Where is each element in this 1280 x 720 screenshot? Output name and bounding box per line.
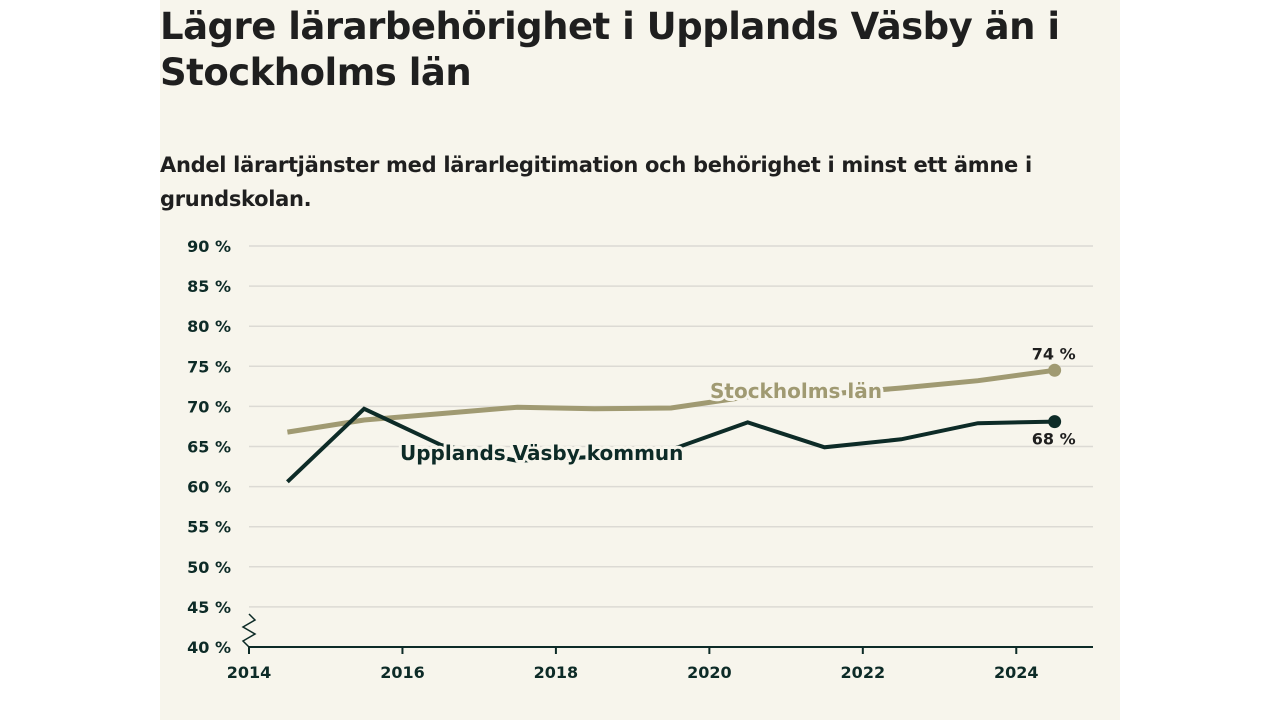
end-point-vasby <box>1048 415 1062 429</box>
y-tick-label: 70 % <box>187 397 231 416</box>
series-label-vasby: Upplands Väsby kommun <box>400 441 683 465</box>
series-line-stockholm <box>287 367 1055 435</box>
line-chart: 40 % 45 % 50 % 55 % 60 % 65 % 70 % 75 % 80 % 85 %… <box>187 237 1093 682</box>
x-axis: 2014 2016 2018 2020 2022 2024 <box>227 613 1093 682</box>
x-tick-label: 2020 <box>687 663 732 682</box>
y-tick-label: 65 % <box>187 438 231 457</box>
x-tick-label: 2014 <box>227 663 272 682</box>
y-tick-label: 90 % <box>187 237 231 256</box>
x-tick-label: 2018 <box>534 663 579 682</box>
x-tick-label: 2016 <box>380 663 425 682</box>
y-tick-label: 80 % <box>187 317 231 336</box>
y-axis-ticks: 40 % 45 % 50 % 55 % 60 % 65 % 70 % 75 % 80 % 85 %… <box>187 237 231 657</box>
y-tick-label: 50 % <box>187 558 231 577</box>
x-tick-label: 2022 <box>841 663 886 682</box>
y-tick-label: 75 % <box>187 357 231 376</box>
chart-panel: Lägre lärarbehörighet i Upplands Väsby ä… <box>160 0 1120 720</box>
y-tick-label: 40 % <box>187 638 231 657</box>
x-tick-label: 2024 <box>994 663 1039 682</box>
chart-title: Lägre lärarbehörighet i Upplands Väsby ä… <box>160 5 1060 94</box>
end-label-stockholm: 74 % <box>1032 344 1076 363</box>
axis-break-icon <box>241 613 257 648</box>
series-lines <box>286 363 1062 484</box>
end-point-stockholm <box>1048 363 1062 377</box>
end-label-vasby: 68 % <box>1032 430 1076 449</box>
y-tick-label: 85 % <box>187 277 231 296</box>
chart-subtitle: Andel lärartjänster med lärarlegitimatio… <box>160 153 1032 211</box>
y-tick-label: 55 % <box>187 518 231 537</box>
series-line-vasby <box>286 406 1055 484</box>
y-tick-label: 45 % <box>187 598 231 617</box>
y-tick-label: 60 % <box>187 478 231 497</box>
series-labels: Stockholms län Upplands Väsby kommun 74 % 6… <box>397 344 1076 468</box>
series-label-stockholm: Stockholms län <box>710 379 882 403</box>
